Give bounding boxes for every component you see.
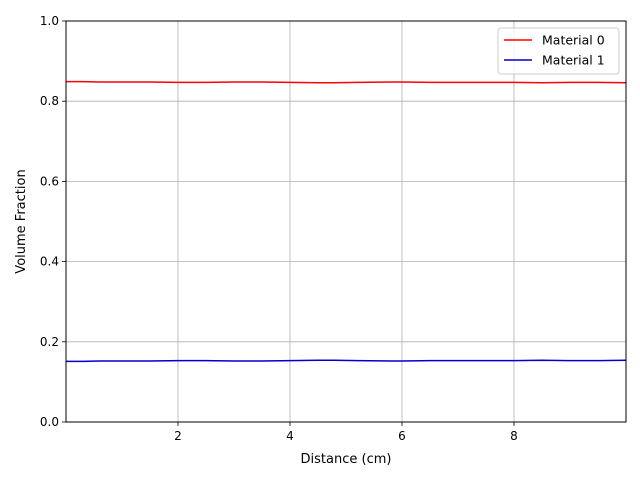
series-line-material-1 (66, 359, 627, 363)
series-line-material-0 (66, 80, 627, 84)
series-lines (66, 80, 627, 363)
y-tick-label: 0.0 (40, 415, 59, 429)
y-tick-label: 0.8 (40, 94, 59, 108)
legend-label: Material 0 (542, 33, 605, 48)
legend: Material 0 Material 1 (497, 27, 620, 75)
x-tick-label: 4 (286, 429, 294, 443)
y-axis-label: Volume Fraction (14, 169, 29, 273)
y-tick-label: 0.2 (40, 335, 59, 349)
x-axis-label: Distance (cm) (301, 452, 392, 467)
x-tick-label: 2 (174, 429, 182, 443)
grid (66, 20, 626, 423)
x-axis: 2 4 6 8 (174, 422, 518, 443)
y-axis: 0.0 0.2 0.4 0.6 0.8 1.0 (40, 14, 66, 429)
y-tick-label: 0.4 (40, 255, 59, 269)
legend-label: Material 1 (542, 53, 605, 68)
x-tick-label: 8 (510, 429, 518, 443)
y-tick-label: 1.0 (40, 14, 59, 28)
x-tick-label: 6 (398, 429, 406, 443)
y-tick-label: 0.6 (40, 174, 59, 188)
plot-frame (65, 20, 627, 423)
